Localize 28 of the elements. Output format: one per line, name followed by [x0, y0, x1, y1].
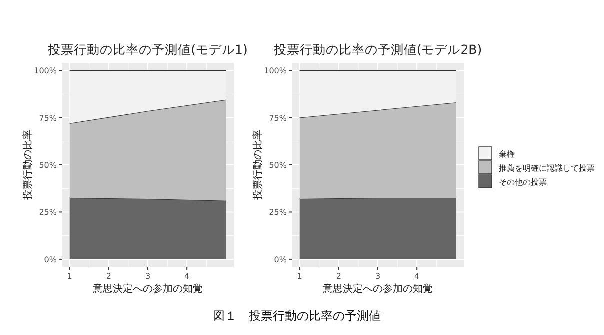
y-tick-label: 0%	[274, 255, 288, 264]
y-tick-label: 50%	[269, 161, 288, 170]
x-tick-label: 2	[106, 272, 112, 281]
y-axis-title: 投票行動の比率	[22, 130, 34, 201]
chart-title: 投票行動の比率の予測値(モデル1)	[47, 42, 248, 57]
y-tick-label: 50%	[39, 161, 58, 170]
chart-title: 投票行動の比率の予測値(モデル2B)	[272, 42, 482, 57]
y-tick-label: 100%	[34, 66, 58, 76]
x-tick-label: 1	[67, 272, 72, 281]
y-tick-label: 0%	[44, 255, 58, 264]
x-tick-label: 4	[414, 272, 420, 281]
x-tick-label: 2	[336, 272, 342, 281]
x-axis-title: 意思決定への参加の知覚	[322, 283, 433, 295]
legend-label: その他の投票	[499, 178, 547, 187]
x-tick-label: 3	[375, 272, 381, 281]
y-tick-label: 25%	[269, 208, 288, 218]
x-tick-label: 3	[145, 272, 151, 281]
y-tick-label: 25%	[39, 208, 58, 218]
y-axis-title: 投票行動の比率	[252, 130, 264, 201]
y-tick-label: 100%	[264, 66, 288, 76]
y-tick-label: 75%	[269, 114, 288, 123]
legend-label: 棄権	[499, 150, 515, 159]
x-tick-label: 1	[297, 272, 302, 281]
legend-label: 推薦を明確に認識して投票	[499, 164, 595, 173]
x-tick-label: 4	[184, 272, 190, 281]
caption: 図１ 投票行動の比率の予測値	[213, 309, 381, 323]
x-axis-title: 意思決定への参加の知覚	[92, 283, 203, 295]
y-tick-label: 75%	[39, 114, 58, 123]
